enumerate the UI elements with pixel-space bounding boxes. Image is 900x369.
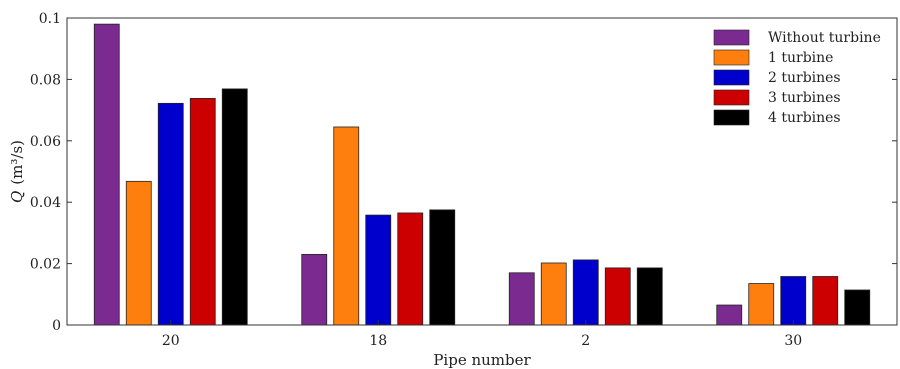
bar-18-2 (365, 214, 392, 326)
y-tick-label: 0.02 (30, 257, 61, 273)
legend: Without turbine 1 turbine 2 turbines 3 turb… (706, 24, 892, 130)
bar-2-0 (508, 272, 535, 326)
bar-20-0 (93, 23, 120, 326)
x-tick-label: 18 (369, 333, 387, 349)
bar-2-2 (572, 259, 599, 326)
x-tick-label: 2 (581, 333, 590, 349)
legend-swatch (713, 109, 750, 126)
bar-18-3 (397, 212, 424, 326)
bar-30-1 (748, 283, 775, 326)
bar-20-4 (221, 88, 248, 326)
bar-20-1 (125, 180, 152, 326)
legend-label: 3 turbines (768, 90, 841, 106)
bar-18-1 (333, 126, 360, 326)
y-axis-title: Q (m³/s) (8, 140, 26, 203)
bars-layer (93, 23, 871, 326)
bar-20-3 (189, 98, 216, 326)
bar-2-3 (604, 267, 631, 326)
y-tick-label: 0.08 (30, 72, 61, 88)
legend-swatch (713, 49, 750, 66)
bar-18-4 (429, 209, 456, 326)
bar-2-4 (636, 267, 663, 326)
bar-2-1 (540, 262, 567, 326)
y-axis-unit: (m³/s) (8, 140, 26, 185)
bar-30-4 (844, 289, 871, 326)
y-tick-label: 0.1 (39, 11, 61, 27)
bar-30-3 (812, 276, 839, 326)
x-axis-title: Pipe number (433, 351, 531, 369)
plot-frame (66, 17, 898, 326)
bar-18-0 (301, 253, 328, 326)
x-tick-label: 20 (162, 333, 180, 349)
y-axis: 0 0.02 0.04 0.06 0.08 0.1 (30, 11, 897, 334)
legend-label: 4 turbines (768, 110, 841, 126)
y-axis-symbol: Q (8, 191, 26, 203)
legend-swatch (713, 29, 750, 46)
y-tick-label: 0.04 (30, 195, 61, 211)
x-tick-label: 30 (784, 333, 802, 349)
legend-swatch (713, 89, 750, 106)
bar-30-0 (716, 304, 743, 326)
legend-label: 2 turbines (768, 70, 841, 86)
x-axis: 20 18 2 30 (162, 320, 802, 349)
bar-20-2 (157, 102, 184, 326)
bar-30-2 (780, 276, 807, 326)
legend-label: Without turbine (768, 30, 881, 46)
y-tick-label: 0.06 (30, 134, 61, 150)
y-tick-label: 0 (52, 318, 61, 334)
legend-swatch (713, 69, 750, 86)
legend-label: 1 turbine (768, 50, 833, 66)
